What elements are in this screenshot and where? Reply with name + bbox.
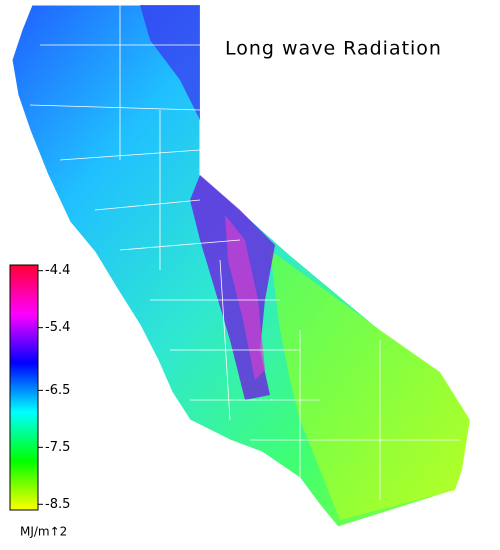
colorbar-tick-label: -7.5 <box>45 440 70 455</box>
colorbar-tick-label: -8.5 <box>45 497 70 512</box>
california <box>11 4 471 528</box>
colorbar-gradient <box>9 264 39 511</box>
northern-highlands <box>140 5 200 120</box>
county-lines <box>29 5 460 500</box>
map-title: Long wave Radiation <box>225 38 442 60</box>
colorbar-tick-label: -4.4 <box>45 263 70 278</box>
county-line <box>29 5 460 500</box>
desert-region <box>270 250 470 520</box>
colorbar: -4.4 -5.4 -6.5 -7.5 -8.5 <box>9 263 70 512</box>
colorbar-tick-label: -5.4 <box>45 320 70 335</box>
unit-label: MJ/m↑2 <box>20 525 67 539</box>
sierra-peaks <box>225 215 265 380</box>
colorbar-tick-label: -6.5 <box>45 383 70 398</box>
